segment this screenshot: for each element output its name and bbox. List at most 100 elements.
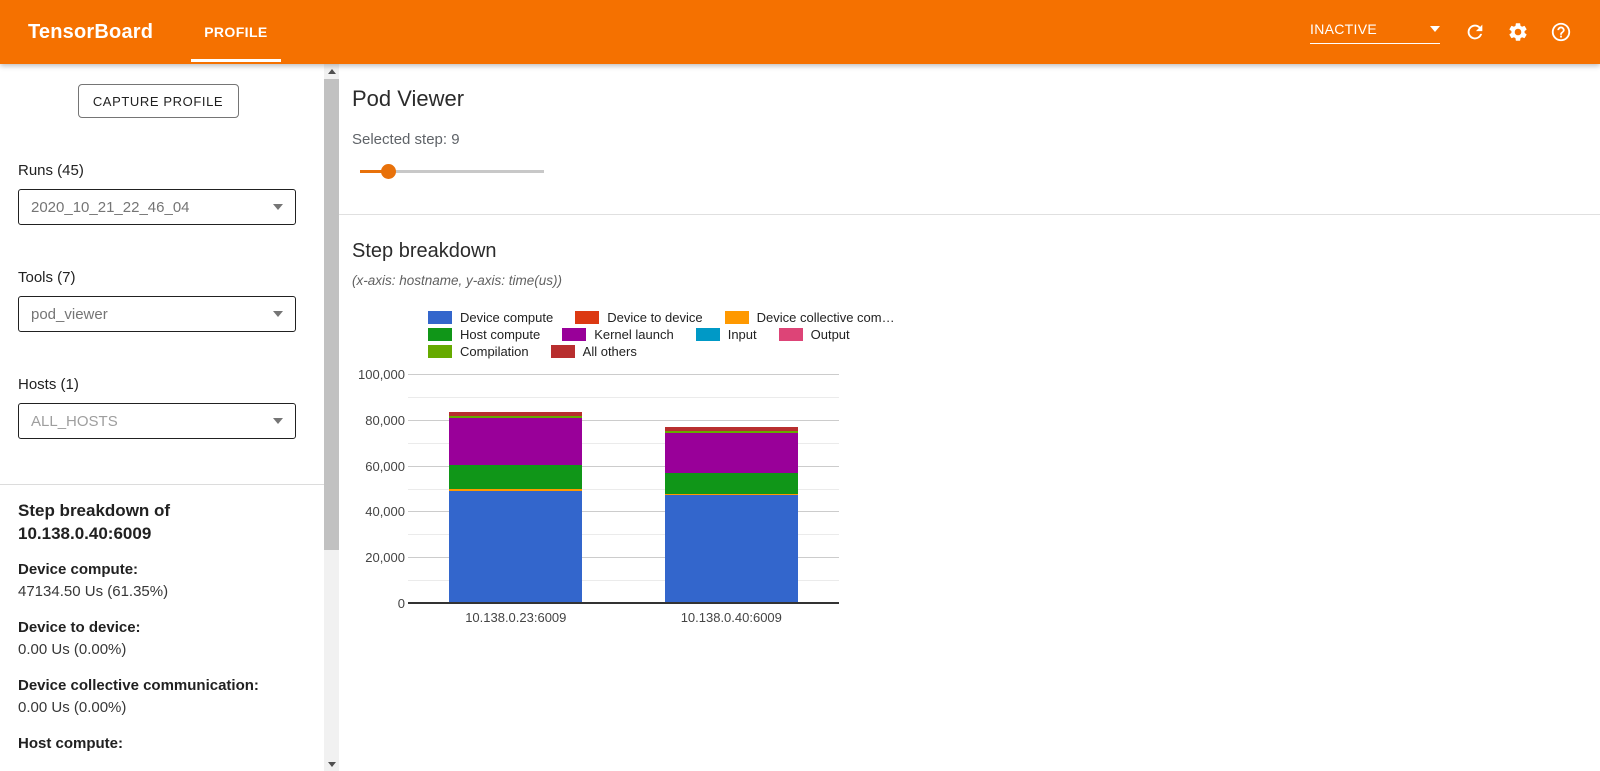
legend-row: Device compute Device to device Device col…: [428, 309, 1600, 326]
stat-value: 0.00 Us (0.00%): [18, 641, 127, 658]
topbar-controls: INACTIVE: [1310, 0, 1573, 64]
page-title: Pod Viewer: [352, 86, 465, 111]
tools-select[interactable]: pod_viewer: [18, 296, 296, 332]
legend-entry: Compilation: [428, 344, 529, 359]
refresh-button[interactable]: [1463, 20, 1487, 44]
sidebar-stats: Device compute: 47134.50 Us (61.35%) Devic…: [18, 559, 298, 755]
x-axis-line: [408, 602, 839, 604]
slider-thumb[interactable]: [380, 164, 396, 179]
legend-entry: Input: [695, 327, 757, 342]
bar-segment-kernel-launch[interactable]: [664, 433, 798, 474]
scroll-up-button[interactable]: [324, 64, 339, 78]
tools-label: Tools (7): [18, 269, 76, 286]
chart-legend: Device compute Device to device Device col…: [428, 309, 1600, 360]
legend-label: Kernel launch: [594, 327, 674, 342]
x-axis-category-label: 10.138.0.40:6009: [680, 610, 782, 625]
sidebar-scrollbar[interactable]: [324, 64, 339, 771]
slider-fill: [360, 170, 388, 173]
stat-label: Device collective communication:: [18, 677, 259, 694]
hosts-select-value: ALL_HOSTS: [31, 412, 118, 430]
bar-segment-device-collective-communication[interactable]: [664, 494, 798, 496]
y-axis-tick-label: 40,000: [365, 504, 405, 520]
scrollbar-thumb[interactable]: [324, 79, 339, 550]
legend-swatch: [428, 311, 452, 324]
stat-label: Device compute:: [18, 561, 139, 578]
gridline: [408, 442, 839, 444]
bar-segment-device-compute[interactable]: [449, 490, 583, 603]
bar-segment-kernel-launch[interactable]: [449, 417, 583, 465]
runs-label: Runs (45): [18, 162, 84, 179]
legend-swatch: [724, 311, 749, 324]
status-select-value: INACTIVE: [1310, 20, 1377, 37]
legend-row: Compilation All others: [428, 343, 1600, 360]
legend-label: Input: [727, 327, 757, 342]
hosts-select[interactable]: ALL_HOSTS: [18, 403, 296, 439]
stat-item: Device collective communication: 0.00 Us …: [18, 675, 298, 719]
top-bar: TensorBoard PROFILE INACTIVE: [0, 0, 1600, 64]
legend-entry: All others: [550, 344, 637, 359]
bar-segment-all-others[interactable]: [449, 411, 583, 417]
settings-button[interactable]: [1506, 20, 1530, 44]
section-subtitle: (x-axis: hostname, y-axis: time(us)): [352, 273, 563, 288]
slider-track[interactable]: [360, 170, 544, 173]
tensorboard-logo[interactable]: TensorBoard: [28, 20, 154, 43]
bar-segment-host-compute[interactable]: [449, 464, 583, 490]
stat-value: 0.00 Us (0.00%): [18, 699, 127, 716]
chevron-down-icon: [273, 311, 283, 317]
legend-entry: Device to device: [575, 310, 703, 325]
gridline: [408, 557, 839, 559]
status-select[interactable]: INACTIVE: [1310, 21, 1440, 44]
runs-select-value: 2020_10_21_22_46_04: [31, 198, 190, 216]
y-axis-tick-label: 60,000: [365, 458, 405, 474]
gridline: [408, 419, 839, 421]
x-axis-category-label: 10.138.0.23:6009: [465, 610, 567, 625]
chevron-down-icon: [1430, 25, 1440, 32]
legend-label: All others: [582, 344, 637, 359]
chevron-down-icon: [273, 204, 283, 210]
sidebar: CAPTURE PROFILE Runs (45) 2020_10_21_22_…: [0, 64, 324, 771]
legend-label: Host compute: [460, 327, 541, 342]
legend-entry: Device compute: [428, 310, 553, 325]
bar-segment-host-compute[interactable]: [664, 473, 798, 495]
legend-entry: Kernel launch: [562, 327, 674, 342]
main-divider: [339, 214, 1600, 215]
legend-label: Device compute: [460, 310, 554, 325]
stat-label: Device to device:: [18, 619, 141, 636]
selected-step-label: Selected step: 9: [352, 131, 460, 148]
bar-segment-device-collective-communication[interactable]: [449, 489, 583, 491]
gridline: [408, 511, 839, 513]
legend-row: Host compute Kernel launch Input Output: [428, 326, 1600, 343]
arrow-up-icon: [327, 68, 336, 74]
scroll-down-button[interactable]: [324, 757, 339, 771]
bar-segment-compilation[interactable]: [664, 431, 798, 433]
gridline: [408, 465, 839, 467]
breakdown-title-line2: 10.138.0.40:6009: [18, 524, 152, 543]
legend-entry: Output: [778, 327, 850, 342]
tab-profile-label: PROFILE: [204, 24, 268, 40]
legend-label: Device to device: [607, 310, 703, 325]
tab-profile[interactable]: PROFILE: [191, 0, 281, 64]
legend-swatch: [575, 311, 600, 324]
bar-segment-device-compute[interactable]: [664, 495, 798, 603]
legend-label: Device collective com…: [756, 310, 895, 325]
stat-label: Host compute:: [18, 735, 123, 752]
capture-profile-button[interactable]: CAPTURE PROFILE: [77, 84, 239, 118]
stat-item: Host compute:: [18, 733, 298, 755]
bar-segment-all-others[interactable]: [664, 427, 798, 432]
bar-segment-compilation[interactable]: [449, 416, 583, 418]
step-slider[interactable]: [360, 157, 544, 185]
help-icon: [1551, 22, 1571, 42]
section-title: Step breakdown: [352, 240, 497, 262]
arrow-down-icon: [327, 761, 336, 767]
runs-select[interactable]: 2020_10_21_22_46_04: [18, 189, 296, 225]
help-button[interactable]: [1549, 20, 1573, 44]
legend-entry: Host compute: [428, 327, 540, 342]
legend-swatch: [428, 345, 452, 358]
breakdown-title-line1: Step breakdown of: [18, 501, 171, 520]
legend-swatch: [428, 328, 452, 341]
gear-icon: [1509, 23, 1527, 41]
refresh-icon: [1467, 24, 1483, 40]
main-content: Pod Viewer Selected step: 9 Step breakdo…: [339, 64, 1600, 771]
y-axis-tick-label: 20,000: [365, 550, 405, 566]
y-axis-tick-label: 0: [397, 596, 405, 611]
